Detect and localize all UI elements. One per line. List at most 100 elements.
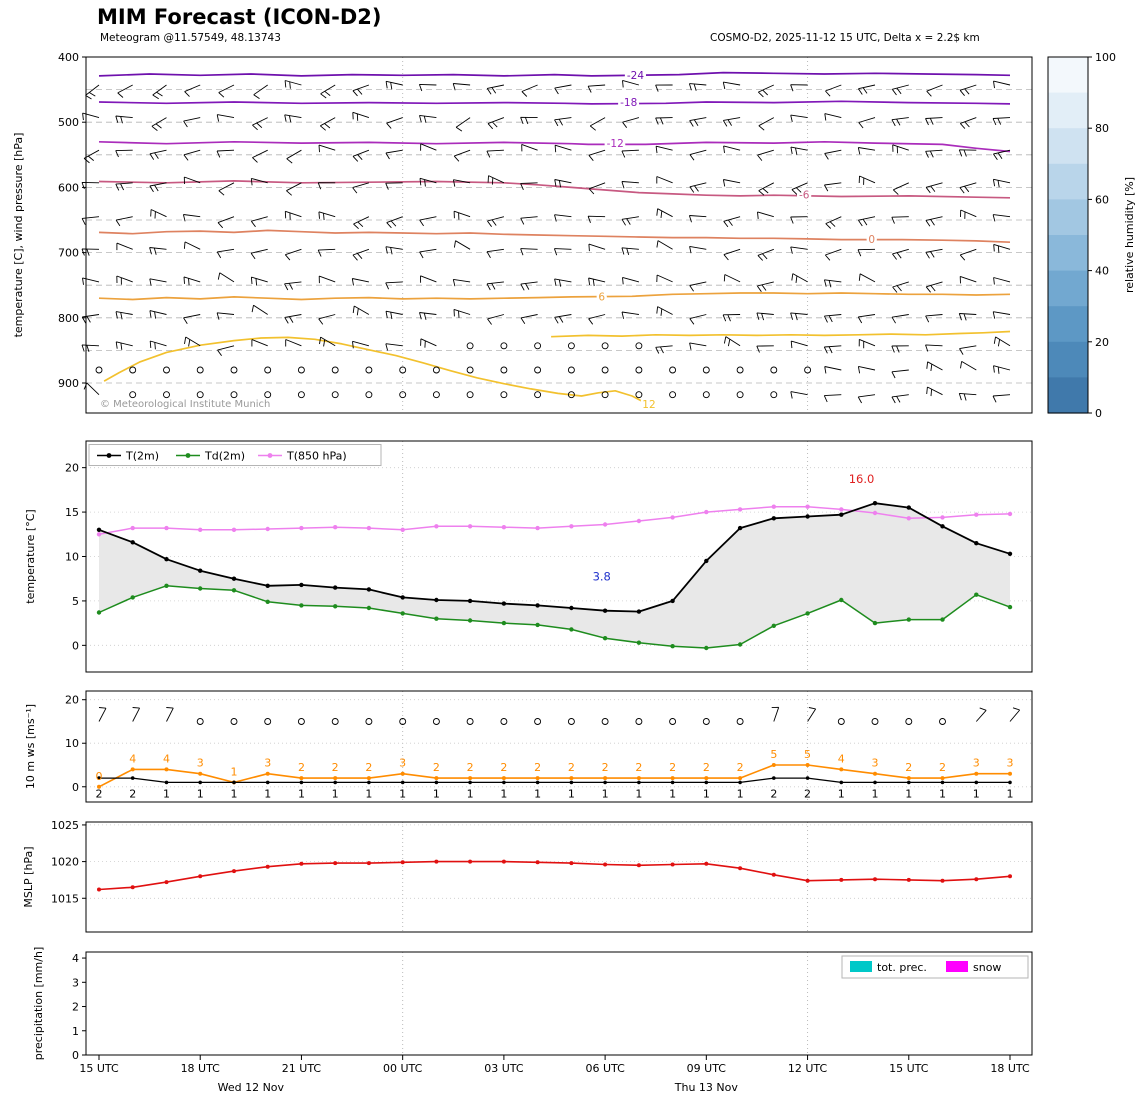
svg-text:2: 2	[72, 1001, 79, 1014]
panel-precipitation: tot. prec. snow 0 1 2 3 4 precipitation [mm/h]	[32, 947, 1033, 1062]
svg-text:-18: -18	[620, 97, 637, 109]
svg-text:1025: 1025	[51, 819, 79, 832]
svg-text:20: 20	[1095, 336, 1109, 349]
svg-text:700: 700	[58, 247, 79, 260]
svg-text:03 UTC: 03 UTC	[484, 1062, 524, 1075]
svg-text:snow: snow	[973, 961, 1001, 974]
svg-text:1020: 1020	[51, 856, 79, 869]
svg-text:2: 2	[365, 761, 372, 774]
svg-text:1: 1	[669, 788, 676, 801]
svg-text:2: 2	[602, 761, 609, 774]
svg-text:2: 2	[298, 761, 305, 774]
svg-text:2: 2	[568, 761, 575, 774]
humidity-colorbar: 0 20 40 60 80 100 relative humidity [%]	[1047, 51, 1136, 420]
svg-text:900: 900	[58, 377, 79, 390]
svg-text:-24: -24	[627, 70, 644, 82]
svg-text:1: 1	[872, 788, 879, 801]
svg-text:2: 2	[635, 761, 642, 774]
svg-text:60: 60	[1095, 193, 1109, 206]
svg-text:10: 10	[65, 737, 79, 750]
svg-text:4: 4	[163, 752, 170, 765]
svg-text:0: 0	[1095, 407, 1102, 420]
page-title: MIM Forecast (ICON-D2)	[97, 5, 382, 29]
svg-text:1: 1	[163, 788, 170, 801]
svg-text:06 UTC: 06 UTC	[585, 1062, 625, 1075]
svg-text:MSLP [hPa]: MSLP [hPa]	[22, 846, 35, 907]
svg-text:1: 1	[939, 788, 946, 801]
svg-text:1: 1	[534, 788, 541, 801]
svg-text:12 UTC: 12 UTC	[788, 1062, 828, 1075]
svg-text:0: 0	[72, 781, 79, 794]
svg-text:2: 2	[669, 761, 676, 774]
svg-text:3: 3	[197, 757, 204, 770]
svg-text:18 UTC: 18 UTC	[990, 1062, 1030, 1075]
svg-text:1: 1	[332, 788, 339, 801]
svg-text:1: 1	[230, 788, 237, 801]
svg-text:temperature [°C]: temperature [°C]	[24, 509, 37, 603]
svg-text:3: 3	[264, 757, 271, 770]
svg-text:500: 500	[58, 116, 79, 129]
svg-text:21 UTC: 21 UTC	[282, 1062, 322, 1075]
panel-temperature: 16.0 3.8 T(2m) Td(2m) T(850 hPa) 0 5 10 15 20 temp…	[24, 440, 1033, 673]
panel-mslp: 1015 1020 1025 MSLP [hPa]	[22, 819, 1033, 933]
svg-text:4: 4	[72, 952, 79, 965]
svg-text:1: 1	[72, 1025, 79, 1038]
svg-text:0: 0	[96, 770, 103, 783]
svg-text:1015: 1015	[51, 892, 79, 905]
svg-text:20: 20	[65, 694, 79, 707]
svg-text:100: 100	[1095, 51, 1116, 64]
svg-text:1: 1	[433, 788, 440, 801]
svg-text:15: 15	[65, 506, 79, 519]
svg-text:1: 1	[1007, 788, 1014, 801]
svg-text:Td(2m): Td(2m)	[204, 450, 245, 463]
svg-text:2: 2	[804, 788, 811, 801]
svg-text:2: 2	[905, 761, 912, 774]
svg-text:1: 1	[973, 788, 980, 801]
svg-text:3: 3	[973, 757, 980, 770]
svg-text:1: 1	[635, 788, 642, 801]
svg-text:1: 1	[264, 788, 271, 801]
svg-text:1: 1	[298, 788, 305, 801]
svg-text:10 m ws [ms⁻¹]: 10 m ws [ms⁻¹]	[24, 704, 37, 789]
svg-text:2: 2	[703, 761, 710, 774]
svg-text:relative humidity [%]: relative humidity [%]	[1123, 177, 1136, 293]
svg-text:2: 2	[433, 761, 440, 774]
svg-text:2: 2	[467, 761, 474, 774]
svg-text:5: 5	[72, 595, 79, 608]
svg-text:16.0: 16.0	[849, 472, 875, 486]
svg-text:1: 1	[230, 765, 237, 778]
svg-text:3.8: 3.8	[593, 569, 611, 583]
svg-text:1: 1	[737, 788, 744, 801]
svg-text:3: 3	[399, 757, 406, 770]
svg-text:18 UTC: 18 UTC	[181, 1062, 221, 1075]
svg-text:3: 3	[72, 976, 79, 989]
svg-text:1: 1	[703, 788, 710, 801]
svg-text:1: 1	[838, 788, 845, 801]
location-subtitle: Meteogram @11.57549, 48.13743	[100, 32, 281, 44]
svg-text:2: 2	[939, 761, 946, 774]
svg-text:Thu 13 Nov: Thu 13 Nov	[674, 1081, 739, 1094]
svg-text:3: 3	[872, 757, 879, 770]
svg-text:1: 1	[365, 788, 372, 801]
svg-text:15 UTC: 15 UTC	[889, 1062, 929, 1075]
svg-text:15 UTC: 15 UTC	[79, 1062, 119, 1075]
svg-text:800: 800	[58, 312, 79, 325]
svg-text:1: 1	[905, 788, 912, 801]
panel-upper: -24 -18 -12 -6 0 6 12 © Meteorological Institut…	[12, 51, 1033, 414]
svg-text:2: 2	[737, 761, 744, 774]
svg-text:40: 40	[1095, 265, 1109, 278]
svg-text:tot. prec.: tot. prec.	[877, 961, 927, 974]
svg-text:5: 5	[804, 748, 811, 761]
svg-text:10: 10	[65, 551, 79, 564]
svg-text:12: 12	[642, 399, 655, 411]
svg-text:1: 1	[568, 788, 575, 801]
svg-text:0: 0	[868, 234, 875, 246]
svg-text:2: 2	[96, 788, 103, 801]
svg-text:2: 2	[500, 761, 507, 774]
svg-text:2: 2	[534, 761, 541, 774]
svg-text:1: 1	[602, 788, 609, 801]
svg-text:3: 3	[1007, 757, 1014, 770]
svg-text:00 UTC: 00 UTC	[383, 1062, 423, 1075]
